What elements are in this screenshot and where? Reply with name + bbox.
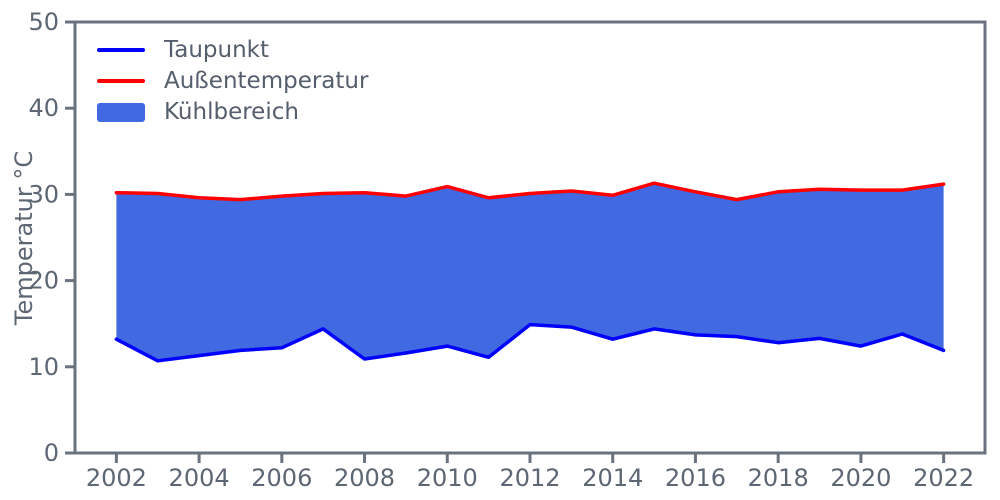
taupunkt-line-swatch — [97, 48, 145, 52]
x-tick-label: 2014 — [582, 464, 643, 492]
y-tick-label: 20 — [28, 267, 59, 295]
kuehlbereich-fill-area — [116, 183, 944, 361]
x-tick-label: 2016 — [665, 464, 726, 492]
x-tick-label: 2002 — [86, 464, 147, 492]
aussentemperatur-line-swatch — [97, 79, 145, 83]
x-tick-label: 2018 — [748, 464, 809, 492]
y-axis-label: Temperatur °C — [10, 150, 38, 326]
x-tick-label: 2012 — [499, 464, 560, 492]
legend-label-aussentemperatur: Außentemperatur — [164, 68, 369, 94]
x-tick-label: 2010 — [417, 464, 478, 492]
taupunkt-line — [114, 322, 946, 363]
y-tick-label: 10 — [28, 353, 59, 381]
legend-item-aussentemperatur: Außentemperatur — [97, 67, 368, 95]
x-tick-label: 2006 — [251, 464, 312, 492]
auentemperatur-line — [114, 181, 946, 202]
x-tick-label: 2004 — [169, 464, 230, 492]
y-tick-label: 40 — [28, 94, 59, 122]
y-tick-label: 30 — [28, 180, 59, 208]
x-tick-label: 2008 — [334, 464, 395, 492]
legend-item-kuehlbereich: Kühlbereich — [97, 98, 368, 126]
y-tick-label: 50 — [28, 8, 59, 36]
kuehlbereich-patch-swatch — [97, 102, 145, 122]
legend-label-kuehlbereich: Kühlbereich — [164, 99, 299, 125]
x-tick-label: 2022 — [913, 464, 974, 492]
x-tick-label: 2020 — [830, 464, 891, 492]
legend-label-taupunkt: Taupunkt — [164, 37, 270, 63]
chart-legend: Taupunkt Außentemperatur Kühlbereich — [97, 36, 368, 126]
y-tick-label: 0 — [44, 439, 59, 467]
legend-item-taupunkt: Taupunkt — [97, 36, 368, 64]
